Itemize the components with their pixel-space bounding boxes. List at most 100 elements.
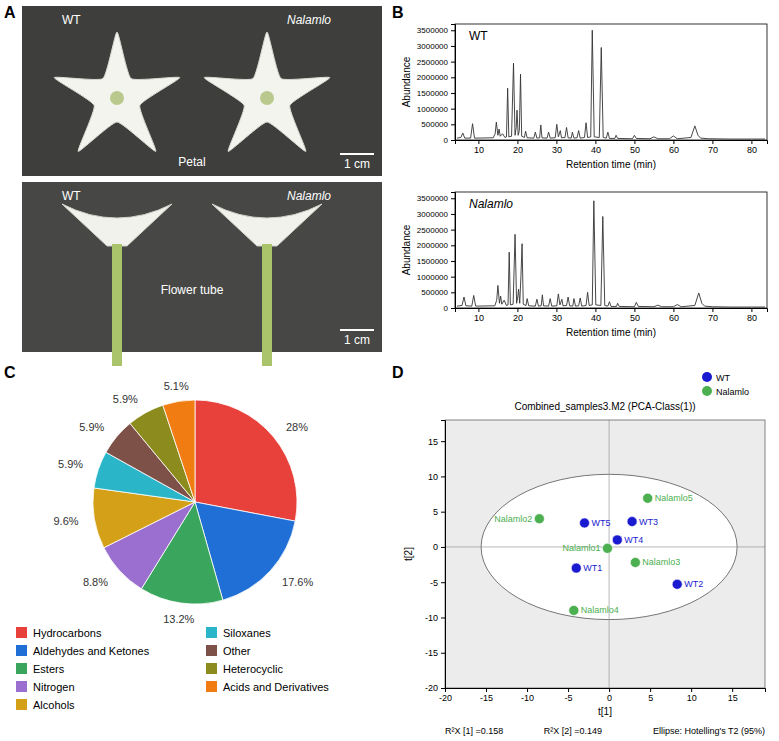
tick-label: 500000 bbox=[421, 288, 448, 297]
tick: -10 bbox=[425, 613, 445, 623]
tick-label: 2000000 bbox=[417, 73, 449, 82]
tick-mark bbox=[556, 140, 557, 144]
tick-mark bbox=[673, 308, 674, 312]
tick: 0 bbox=[444, 304, 455, 313]
tick-label: -15 bbox=[425, 648, 438, 658]
scale-bar bbox=[340, 153, 374, 155]
tick-label: 0 bbox=[433, 542, 438, 552]
tick-label: 1000000 bbox=[417, 273, 449, 282]
tick: -15 bbox=[425, 648, 445, 658]
y-axis: 0500000100000015000002000000250000030000… bbox=[417, 193, 456, 314]
tick-mark bbox=[451, 62, 455, 63]
tick-mark bbox=[751, 140, 752, 144]
tick-mark bbox=[451, 140, 455, 141]
data-line bbox=[457, 201, 765, 307]
legend-swatch bbox=[206, 645, 217, 656]
slice bbox=[163, 400, 195, 502]
photo-label: Nalamlo bbox=[287, 189, 331, 203]
figure: AWTNalamloPetal1 cmWTNalamloFlower tube1… bbox=[0, 0, 779, 741]
tick-label: 50 bbox=[630, 313, 640, 323]
tick-mark bbox=[478, 308, 479, 312]
tick-mark bbox=[451, 230, 455, 231]
plot-background bbox=[445, 420, 765, 688]
point-label: WT3 bbox=[639, 517, 658, 527]
point bbox=[627, 517, 637, 527]
point-label: Nalamlo4 bbox=[581, 605, 619, 615]
y-axis-title: t[2] bbox=[403, 547, 414, 561]
photo bbox=[22, 6, 382, 176]
axis-line bbox=[456, 309, 768, 313]
tick: 3500000 bbox=[417, 194, 455, 203]
plot-area bbox=[457, 201, 765, 307]
tick: 50 bbox=[630, 308, 640, 323]
photo-label: 1 cm bbox=[344, 157, 370, 171]
photo-label: WT bbox=[62, 189, 81, 203]
tick-label: 0 bbox=[444, 304, 449, 313]
tick-label: -20 bbox=[425, 683, 438, 693]
x-axis: -20-15-10-5051015 bbox=[439, 688, 766, 703]
tick: 5 bbox=[648, 688, 653, 703]
point bbox=[569, 605, 579, 615]
tick-mark bbox=[486, 688, 487, 692]
axis-line bbox=[451, 25, 456, 141]
tick-mark bbox=[556, 308, 557, 312]
tick-mark bbox=[451, 30, 455, 31]
tick-label: 30 bbox=[552, 313, 562, 323]
tick: 15 bbox=[728, 688, 738, 703]
flower-center bbox=[110, 91, 124, 105]
point bbox=[630, 557, 640, 567]
y-axis-title: Abundance bbox=[401, 224, 412, 275]
footer-text: Ellipse: Hotelling's T2 (95%) bbox=[653, 726, 765, 736]
photo bbox=[22, 182, 382, 352]
tick-mark bbox=[691, 688, 692, 692]
tick-label: -10 bbox=[521, 693, 534, 703]
tick-label: 3000000 bbox=[417, 210, 449, 219]
tick-mark bbox=[595, 308, 596, 312]
tick-label: 1500000 bbox=[417, 89, 449, 98]
tick: 2000000 bbox=[417, 73, 455, 82]
data-label: 9.6% bbox=[53, 515, 78, 527]
tick-label: 1500000 bbox=[417, 257, 449, 266]
flower-limb bbox=[212, 204, 322, 246]
legend-marker bbox=[702, 386, 712, 396]
x-axis-title: Retention time (min) bbox=[566, 159, 656, 170]
tick-label: 70 bbox=[708, 313, 718, 323]
tick: 3000000 bbox=[417, 42, 455, 51]
tick-label: 40 bbox=[591, 313, 601, 323]
tick: 1500000 bbox=[417, 89, 455, 98]
legend-label: WT bbox=[716, 373, 730, 383]
tick-label: 70 bbox=[708, 145, 718, 155]
tick: 30 bbox=[552, 308, 562, 323]
point bbox=[643, 493, 653, 503]
legend-label: Aldehydes and Ketones bbox=[33, 645, 150, 657]
tick-mark bbox=[451, 93, 455, 94]
point bbox=[579, 518, 589, 528]
point-label: Nalamlo1 bbox=[562, 543, 600, 553]
tick-label: -5 bbox=[430, 578, 438, 588]
tick-label: 2500000 bbox=[417, 58, 449, 67]
tick-label: 10 bbox=[474, 313, 484, 323]
legend-label: Acids and Derivatives bbox=[223, 681, 329, 693]
tick-mark bbox=[634, 140, 635, 144]
tick-label: -10 bbox=[425, 613, 438, 623]
x-axis-title: t[1] bbox=[598, 706, 612, 717]
tick-label: 3000000 bbox=[417, 42, 449, 51]
tick-label: 10 bbox=[687, 693, 697, 703]
tick: 20 bbox=[513, 140, 523, 155]
tick-label: -20 bbox=[439, 693, 452, 703]
tick: 70 bbox=[708, 308, 718, 323]
tick: 3500000 bbox=[417, 26, 455, 35]
photo-label: 1 cm bbox=[344, 333, 370, 347]
panel-letter: D bbox=[392, 364, 404, 381]
tick-mark bbox=[451, 277, 455, 278]
tick: 0 bbox=[607, 688, 612, 703]
data-label: 28% bbox=[286, 421, 308, 433]
flower-tube bbox=[262, 244, 272, 366]
tick: 2500000 bbox=[417, 226, 455, 235]
legend-swatch bbox=[206, 663, 217, 674]
tick: 40 bbox=[591, 140, 601, 155]
tick: 1000000 bbox=[417, 273, 455, 282]
legend-swatch bbox=[16, 699, 27, 710]
tick-label: 20 bbox=[513, 313, 523, 323]
zero-line bbox=[609, 420, 610, 688]
